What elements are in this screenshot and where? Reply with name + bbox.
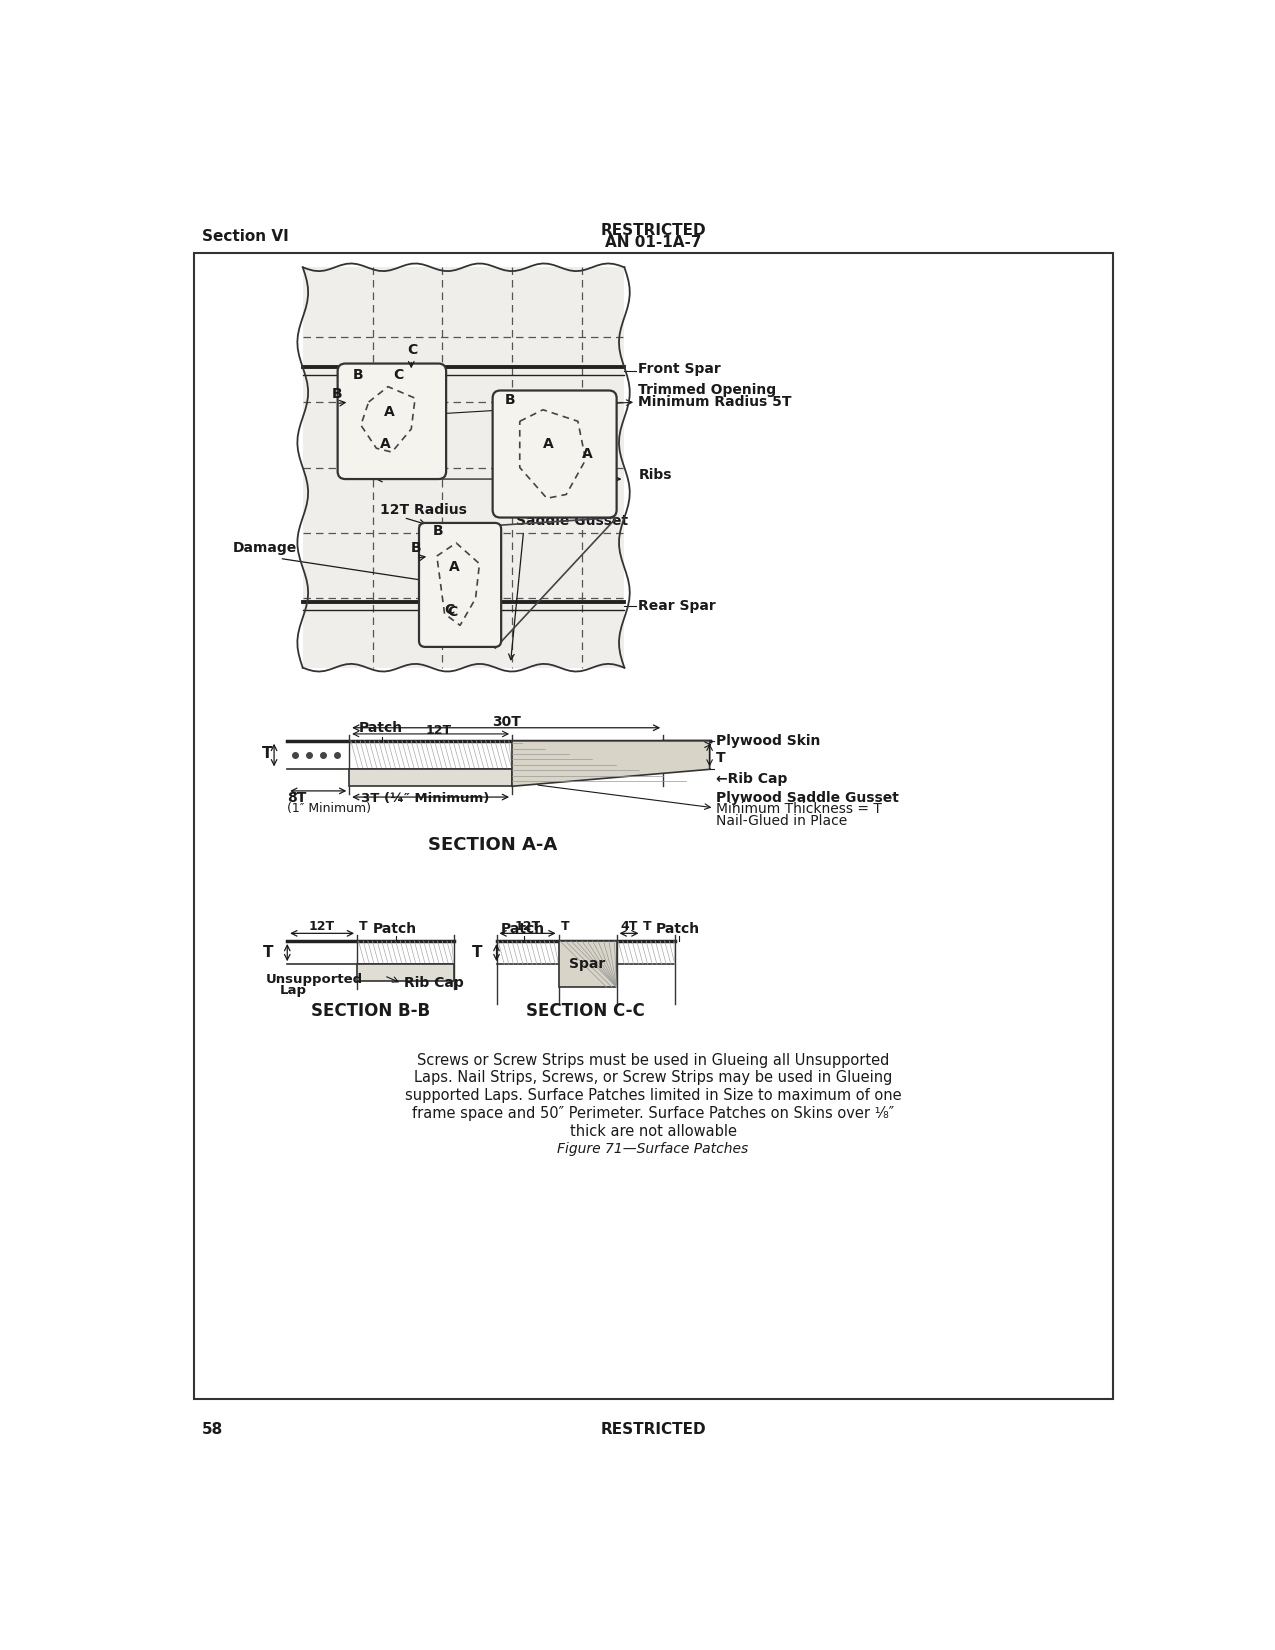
Text: Front Spar: Front Spar xyxy=(639,361,722,376)
Text: thick are not allowable: thick are not allowable xyxy=(570,1124,737,1138)
Text: Minimum Thickness = T: Minimum Thickness = T xyxy=(715,802,882,817)
Text: SECTION B-B: SECTION B-B xyxy=(311,1002,430,1020)
Text: Ribs: Ribs xyxy=(639,469,672,482)
Text: Patch: Patch xyxy=(500,922,544,936)
Text: A: A xyxy=(380,437,391,450)
Text: T: T xyxy=(263,945,273,960)
Text: C: C xyxy=(408,343,418,356)
FancyBboxPatch shape xyxy=(492,391,617,518)
Text: AN 01-1A-7: AN 01-1A-7 xyxy=(604,236,701,251)
Text: T: T xyxy=(643,919,652,932)
Text: C: C xyxy=(448,606,458,619)
Text: T: T xyxy=(561,919,570,932)
Text: Plywood Skin: Plywood Skin xyxy=(715,734,820,747)
Text: A: A xyxy=(384,404,395,419)
Text: C: C xyxy=(445,602,455,617)
Text: Figure 71—Surface Patches: Figure 71—Surface Patches xyxy=(557,1142,748,1155)
Text: T: T xyxy=(472,945,482,960)
Text: Spar: Spar xyxy=(570,957,606,972)
Text: A: A xyxy=(449,561,459,574)
Text: frame space and 50″ Perimeter. Surface Patches on Skins over ¹⁄₈″: frame space and 50″ Perimeter. Surface P… xyxy=(412,1106,894,1120)
Text: 8T: 8T xyxy=(287,790,306,805)
Text: supported Laps. Surface Patches limited in Size to maximum of one: supported Laps. Surface Patches limited … xyxy=(404,1087,901,1104)
Text: Screws or Screw Strips must be used in Glueing all Unsupported: Screws or Screw Strips must be used in G… xyxy=(417,1053,889,1068)
Text: B: B xyxy=(504,393,515,408)
Bar xyxy=(558,940,617,987)
Text: Rear Spar: Rear Spar xyxy=(639,599,717,614)
Text: Section VI: Section VI xyxy=(201,229,288,244)
Text: 58: 58 xyxy=(201,1422,223,1437)
Text: 30T: 30T xyxy=(492,714,520,729)
Text: Patch: Patch xyxy=(358,721,403,736)
Text: Patch: Patch xyxy=(655,922,700,936)
Text: B: B xyxy=(434,525,444,538)
Text: 12T Radius: 12T Radius xyxy=(380,503,467,516)
Text: A: A xyxy=(543,437,553,450)
Bar xyxy=(349,769,513,787)
Text: Minimum Radius 5T: Minimum Radius 5T xyxy=(639,394,792,409)
Text: RESTRICTED: RESTRICTED xyxy=(601,223,706,238)
Text: Plywood Saddle Gusset: Plywood Saddle Gusset xyxy=(715,790,899,805)
Text: SECTION A-A: SECTION A-A xyxy=(428,837,557,855)
Text: 12T: 12T xyxy=(514,919,541,932)
Text: 3T (¼″ Minimum): 3T (¼″ Minimum) xyxy=(361,792,490,805)
Text: 4T: 4T xyxy=(621,919,638,932)
Text: B: B xyxy=(353,368,363,381)
Text: RESTRICTED: RESTRICTED xyxy=(601,1422,706,1437)
Text: (1″ Minimum): (1″ Minimum) xyxy=(287,802,371,815)
Text: T: T xyxy=(360,919,368,932)
Text: C: C xyxy=(394,368,404,381)
Text: Rib Cap: Rib Cap xyxy=(403,977,463,990)
Text: B: B xyxy=(332,388,342,401)
Text: T: T xyxy=(715,751,725,764)
Text: A: A xyxy=(581,447,593,462)
Text: Damage: Damage xyxy=(233,541,297,554)
Text: 12T: 12T xyxy=(426,724,451,736)
Text: Unsupported: Unsupported xyxy=(265,974,362,987)
Text: ←Rib Cap: ←Rib Cap xyxy=(715,772,787,785)
Polygon shape xyxy=(513,741,710,787)
Text: B: B xyxy=(412,541,422,554)
Bar xyxy=(302,267,625,668)
Text: Laps. Nail Strips, Screws, or Screw Strips may be used in Glueing: Laps. Nail Strips, Screws, or Screw Stri… xyxy=(414,1071,892,1086)
Text: Nail-Glued in Place: Nail-Glued in Place xyxy=(715,813,847,828)
Text: T: T xyxy=(261,746,272,761)
FancyBboxPatch shape xyxy=(419,523,501,647)
Text: 12T: 12T xyxy=(309,919,335,932)
Text: Patch: Patch xyxy=(372,922,417,936)
Text: Lap: Lap xyxy=(279,983,306,997)
Text: SECTION C-C: SECTION C-C xyxy=(527,1002,645,1020)
FancyBboxPatch shape xyxy=(338,363,446,478)
Bar xyxy=(357,964,454,982)
Text: Trimmed Opening: Trimmed Opening xyxy=(639,383,776,398)
Text: Saddle Gusset: Saddle Gusset xyxy=(516,515,629,528)
